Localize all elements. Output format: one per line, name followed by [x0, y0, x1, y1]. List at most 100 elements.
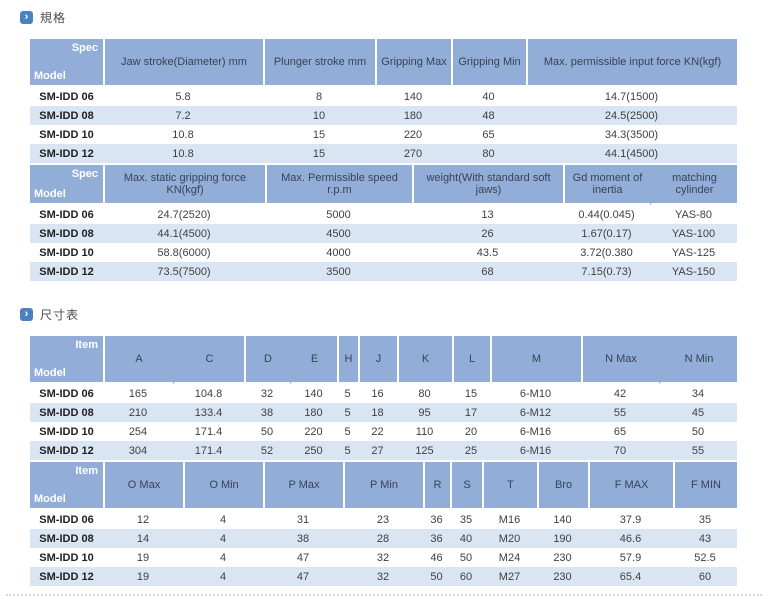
column-header: Max. Permissible speed r.p.m: [265, 165, 412, 205]
value-cell: YAS-150: [650, 262, 737, 281]
table-row: SM-IDD 12 19 4 47 32 50 60 M27 230 65.4 60: [30, 567, 737, 586]
value-cell: 110: [397, 422, 452, 441]
section-title-spec: 規格: [40, 11, 67, 25]
corner-label-top: Item: [75, 339, 98, 351]
value-cell: 52.5: [673, 548, 737, 567]
value-cell: 171.4: [173, 441, 244, 460]
value-cell: 31: [263, 510, 343, 529]
value-cell: 55: [659, 441, 737, 460]
data-table: Item Model O Max O Min P Max P Min R S T Bro F MAX…: [30, 462, 737, 586]
column-header: weight(With standard soft jaws): [412, 165, 563, 205]
value-cell: 50: [244, 422, 290, 441]
value-cell: 60: [673, 567, 737, 586]
value-cell: 4500: [265, 224, 412, 243]
table-row: SM-IDD 10 19 4 47 32 46 50 M24 230 57.9 52.5: [30, 548, 737, 567]
value-cell: 15: [452, 384, 490, 403]
column-header: Plunger stroke mm: [263, 39, 375, 87]
corner-cell: Item Model: [30, 336, 103, 384]
value-cell: 28: [343, 529, 423, 548]
corner-label-bottom: Model: [34, 70, 66, 82]
value-cell: 230: [537, 567, 588, 586]
value-cell: 34.3(3500): [526, 125, 737, 144]
value-cell: 65.4: [588, 567, 673, 586]
column-header: F MAX: [588, 462, 673, 510]
value-cell: 65: [451, 125, 526, 144]
value-cell: 35: [450, 510, 482, 529]
table-row: SM-IDD 06 24.7(2520) 5000 13 0.44(0.045) YAS-…: [30, 205, 737, 224]
model-cell: SM-IDD 08: [30, 106, 103, 125]
column-header: matching cylinder: [650, 165, 737, 205]
value-cell: 8: [263, 87, 375, 106]
value-cell: M20: [482, 529, 537, 548]
value-cell: 140: [290, 384, 337, 403]
value-cell: 46: [423, 548, 450, 567]
value-cell: 13: [412, 205, 563, 224]
table-row: SM-IDD 08 14 4 38 28 36 40 M20 190 46.6 43: [30, 529, 737, 548]
value-cell: 70: [581, 441, 659, 460]
value-cell: 37.9: [588, 510, 673, 529]
dimension-table-primary: Item Model A C D E H J K L M N Max N Min SM-IDD 06 165…: [30, 336, 737, 460]
value-cell: 80: [397, 384, 452, 403]
value-cell: 58.8(6000): [103, 243, 265, 262]
corner-label-top: Spec: [71, 42, 98, 54]
column-header: M: [490, 336, 581, 384]
value-cell: 52: [244, 441, 290, 460]
value-cell: 50: [659, 422, 737, 441]
value-cell: 6-M12: [490, 403, 581, 422]
value-cell: 34: [659, 384, 737, 403]
value-cell: 171.4: [173, 422, 244, 441]
value-cell: 6-M10: [490, 384, 581, 403]
value-cell: 43: [673, 529, 737, 548]
table-row: SM-IDD 06 5.8 8 140 40 14.7(1500): [30, 87, 737, 106]
value-cell: 60: [450, 567, 482, 586]
corner-label-bottom: Model: [34, 367, 66, 379]
value-cell: 40: [451, 87, 526, 106]
value-cell: 220: [375, 125, 451, 144]
value-cell: YAS-80: [650, 205, 737, 224]
value-cell: 22: [358, 422, 397, 441]
value-cell: 304: [103, 441, 173, 460]
value-cell: 10: [263, 106, 375, 125]
spec-table-primary: Spec Model Jaw stroke(Diameter) mm Plunger …: [30, 39, 737, 163]
column-header: Gripping Max: [375, 39, 451, 87]
value-cell: 125: [397, 441, 452, 460]
table-row: SM-IDD 06 165 104.8 32 140 5 16 80 15 6-M10 42 34: [30, 384, 737, 403]
value-cell: 190: [537, 529, 588, 548]
value-cell: 4: [183, 510, 263, 529]
column-header: T: [482, 462, 537, 510]
value-cell: 44.1(4500): [103, 224, 265, 243]
value-cell: 50: [450, 548, 482, 567]
section-dimensions: › 尺寸表 Item Model A C D E H J K L M N Max N Min SM-IDD…: [0, 307, 768, 586]
value-cell: 24.7(2520): [103, 205, 265, 224]
column-header: E: [290, 336, 337, 384]
value-cell: 140: [537, 510, 588, 529]
column-header: J: [358, 336, 397, 384]
column-header: O Min: [183, 462, 263, 510]
value-cell: 32: [343, 548, 423, 567]
table-row: SM-IDD 10 254 171.4 50 220 5 22 110 20 6-M16 65 50: [30, 422, 737, 441]
table-row: SM-IDD 12 73.5(7500) 3500 68 7.15(0.73) YAS-1…: [30, 262, 737, 281]
model-cell: SM-IDD 06: [30, 87, 103, 106]
value-cell: 48: [451, 106, 526, 125]
value-cell: 65: [581, 422, 659, 441]
column-header: A: [103, 336, 173, 384]
value-cell: 5: [337, 384, 358, 403]
column-header: N Max: [581, 336, 659, 384]
value-cell: 10.8: [103, 125, 263, 144]
value-cell: 36: [423, 529, 450, 548]
value-cell: 73.5(7500): [103, 262, 265, 281]
column-header: C: [173, 336, 244, 384]
value-cell: 32: [343, 567, 423, 586]
model-cell: SM-IDD 06: [30, 205, 103, 224]
model-cell: SM-IDD 10: [30, 243, 103, 262]
value-cell: 26: [412, 224, 563, 243]
value-cell: 35: [673, 510, 737, 529]
column-header: F MIN: [673, 462, 737, 510]
column-header: Max. permissible input force KN(kgf): [526, 39, 737, 87]
column-header: Gd moment of inertia: [563, 165, 650, 205]
section-title-dimensions: 尺寸表: [40, 308, 80, 322]
column-header: R: [423, 462, 450, 510]
value-cell: 270: [375, 144, 451, 163]
column-header: K: [397, 336, 452, 384]
table-row: SM-IDD 10 58.8(6000) 4000 43.5 3.72(0.380 YAS…: [30, 243, 737, 262]
